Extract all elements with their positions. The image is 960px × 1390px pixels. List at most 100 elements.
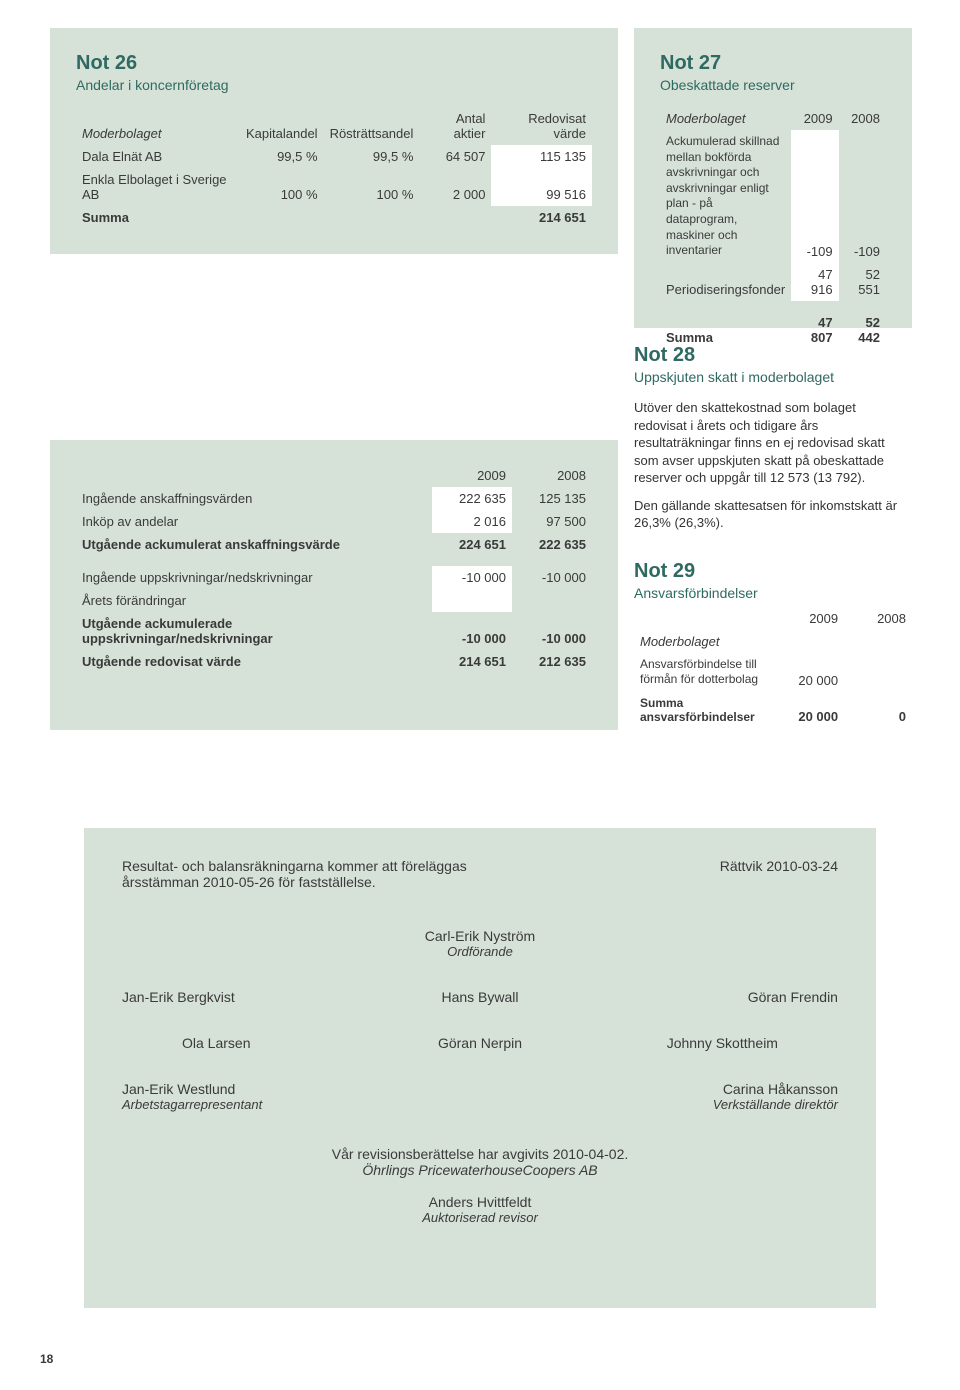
- table-row: Dala Elnät AB 99,5 % 99,5 % 64 507 115 1…: [76, 145, 592, 168]
- note-27-subtitle: Obeskattade reserver: [660, 77, 886, 93]
- row-label: Ingående uppskrivningar/nedskrivningar: [76, 566, 432, 589]
- signatory: Johnny Skottheim: [581, 1035, 778, 1051]
- year-header: 2008: [844, 607, 912, 630]
- signatory: Jan-Erik Westlund: [122, 1081, 358, 1097]
- cell: 20 000: [776, 653, 844, 692]
- row-label: Ansvarsförbindelse till förmån för dotte…: [634, 653, 776, 692]
- signature-row: Ola Larsen Göran Nerpin Johnny Skottheim: [122, 1035, 838, 1051]
- table-row: Årets förändringar: [76, 589, 592, 612]
- row-label: Dala Elnät AB: [76, 145, 240, 168]
- table-header-row: 2009 2008: [634, 607, 912, 630]
- table-row: Moderbolaget: [634, 630, 912, 653]
- note-29-subtitle: Ansvarsförbindelser: [634, 585, 912, 601]
- cell: -10 000: [432, 566, 512, 589]
- note-28-text-block: Not 28 Uppskjuten skatt i moderbolaget U…: [634, 344, 912, 728]
- header-label: Moderbolaget: [660, 107, 791, 130]
- signatory-role: Arbetstagarrepresentant: [122, 1097, 358, 1112]
- sum-row: Summa ansvarsförbindelser 20 000 0: [634, 692, 912, 728]
- table-row: Ingående anskaffningsvärden 222 635 125 …: [76, 487, 592, 510]
- col-header: Moderbolaget: [76, 107, 240, 145]
- cell: 100 %: [324, 168, 420, 206]
- cell: -109: [791, 130, 838, 263]
- year-header: 2009: [791, 107, 838, 130]
- table-row: Utgående ackumulerat anskaffningsvärde 2…: [76, 533, 592, 556]
- note-28-subtitle: Uppskjuten skatt i moderbolaget: [634, 369, 912, 385]
- cell: 115 135: [491, 145, 592, 168]
- cell: 47 916: [791, 263, 838, 301]
- col-header: Redovisat värde: [491, 107, 592, 145]
- row-label: Utgående ackumulerade uppskrivningar/ned…: [76, 612, 432, 650]
- chair-role: Ordförande: [122, 944, 838, 959]
- cell: [844, 653, 912, 692]
- cell: 52 551: [839, 263, 886, 301]
- cell: 99,5 %: [324, 145, 420, 168]
- note-28-table: 2009 2008 Ingående anskaffningsvärden 22…: [76, 464, 592, 673]
- note-29-title: Not 29: [634, 560, 912, 583]
- table-row: Utgående redovisat värde 214 651 212 635: [76, 650, 592, 673]
- note-26-subtitle: Andelar i koncernföretag: [76, 77, 592, 93]
- table-header-row: Moderbolaget Kapitalandel Rösträttsandel…: [76, 107, 592, 145]
- signatory: Göran Nerpin: [382, 1035, 579, 1051]
- table-row: Ackumulerad skillnad mellan bokförda avs…: [660, 130, 886, 263]
- cell: 125 135: [512, 487, 592, 510]
- cell: 2 016: [432, 510, 512, 533]
- col-header: Rösträttsandel: [324, 107, 420, 145]
- signatory: Ola Larsen: [182, 1035, 379, 1051]
- note-26-panel: Not 26 Andelar i koncernföretag Moderbol…: [50, 28, 618, 254]
- header-label: Moderbolaget: [634, 630, 776, 653]
- year-header: 2009: [776, 607, 844, 630]
- col-header: Antal aktier: [419, 107, 491, 145]
- place-date: Rättvik 2010-03-24: [720, 858, 838, 890]
- cell: 214 651: [432, 650, 512, 673]
- cell: 222 635: [512, 533, 592, 556]
- audit-line: Vår revisionsberättelse har avgivits 201…: [122, 1146, 838, 1162]
- note-28-para: Den gällande skattesatsen för inkomstska…: [634, 497, 912, 532]
- cell: 100 %: [240, 168, 324, 206]
- cell: [432, 589, 512, 612]
- page-number: 18: [40, 1352, 53, 1366]
- cell: 224 651: [432, 533, 512, 556]
- col-header: Kapitalandel: [240, 107, 324, 145]
- row-label: Ingående anskaffningsvärden: [76, 487, 432, 510]
- row-label: Utgående redovisat värde: [76, 650, 432, 673]
- sum-value: 214 651: [491, 206, 592, 229]
- row-label: Periodiseringsfonder: [660, 263, 791, 301]
- auditor-name: Anders Hvittfeldt: [122, 1194, 838, 1210]
- row-label: Enkla Elbolaget i Sverige AB: [76, 168, 240, 206]
- cell: -109: [839, 130, 886, 263]
- signature-row: Jan-Erik Bergkvist Hans Bywall Göran Fre…: [122, 989, 838, 1005]
- cell: 99 516: [491, 168, 592, 206]
- sum-label: Summa ansvarsförbindelser: [634, 692, 776, 728]
- table-row: Inköp av andelar 2 016 97 500: [76, 510, 592, 533]
- cell: 2 000: [419, 168, 491, 206]
- chair-name: Carl-Erik Nyström: [122, 928, 838, 944]
- signatures-panel: Resultat- och balansräkningarna kommer a…: [84, 828, 876, 1308]
- note-28-para: Utöver den skattekostnad som bolaget red…: [634, 399, 912, 487]
- signatory-role: Verkställande direktör: [602, 1097, 838, 1112]
- cell: 212 635: [512, 650, 592, 673]
- cell: 99,5 %: [240, 145, 324, 168]
- sum-row: Summa 214 651: [76, 206, 592, 229]
- table-row: Periodiseringsfonder 47 916 52 551: [660, 263, 886, 301]
- table-header-row: 2009 2008: [76, 464, 592, 487]
- year-header: 2009: [432, 464, 512, 487]
- table-header-row: Moderbolaget 2009 2008: [660, 107, 886, 130]
- signatures-intro: Resultat- och balansräkningarna kommer a…: [122, 858, 542, 890]
- row-label: Årets förändringar: [76, 589, 432, 612]
- sum-label: Summa: [76, 206, 240, 229]
- sum-value: 20 000: [776, 692, 844, 728]
- cell: [512, 589, 592, 612]
- cell: 64 507: [419, 145, 491, 168]
- note-26-title: Not 26: [76, 52, 592, 75]
- row-label: Utgående ackumulerat anskaffningsvärde: [76, 533, 432, 556]
- signature-row: Jan-Erik Westlund Arbetstagarrepresentan…: [122, 1081, 838, 1112]
- sum-value: 0: [844, 692, 912, 728]
- signatory: Carina Håkansson: [602, 1081, 838, 1097]
- table-row: Ingående uppskrivningar/nedskrivningar -…: [76, 566, 592, 589]
- note-29-table: 2009 2008 Moderbolaget Ansvarsförbindels…: [634, 607, 912, 728]
- audit-firm: Öhrlings PricewaterhouseCoopers AB: [122, 1162, 838, 1178]
- year-header: 2008: [512, 464, 592, 487]
- note-28-table-panel: 2009 2008 Ingående anskaffningsvärden 22…: [50, 440, 618, 730]
- note-27-title: Not 27: [660, 52, 886, 75]
- table-row: Utgående ackumulerade uppskrivningar/ned…: [76, 612, 592, 650]
